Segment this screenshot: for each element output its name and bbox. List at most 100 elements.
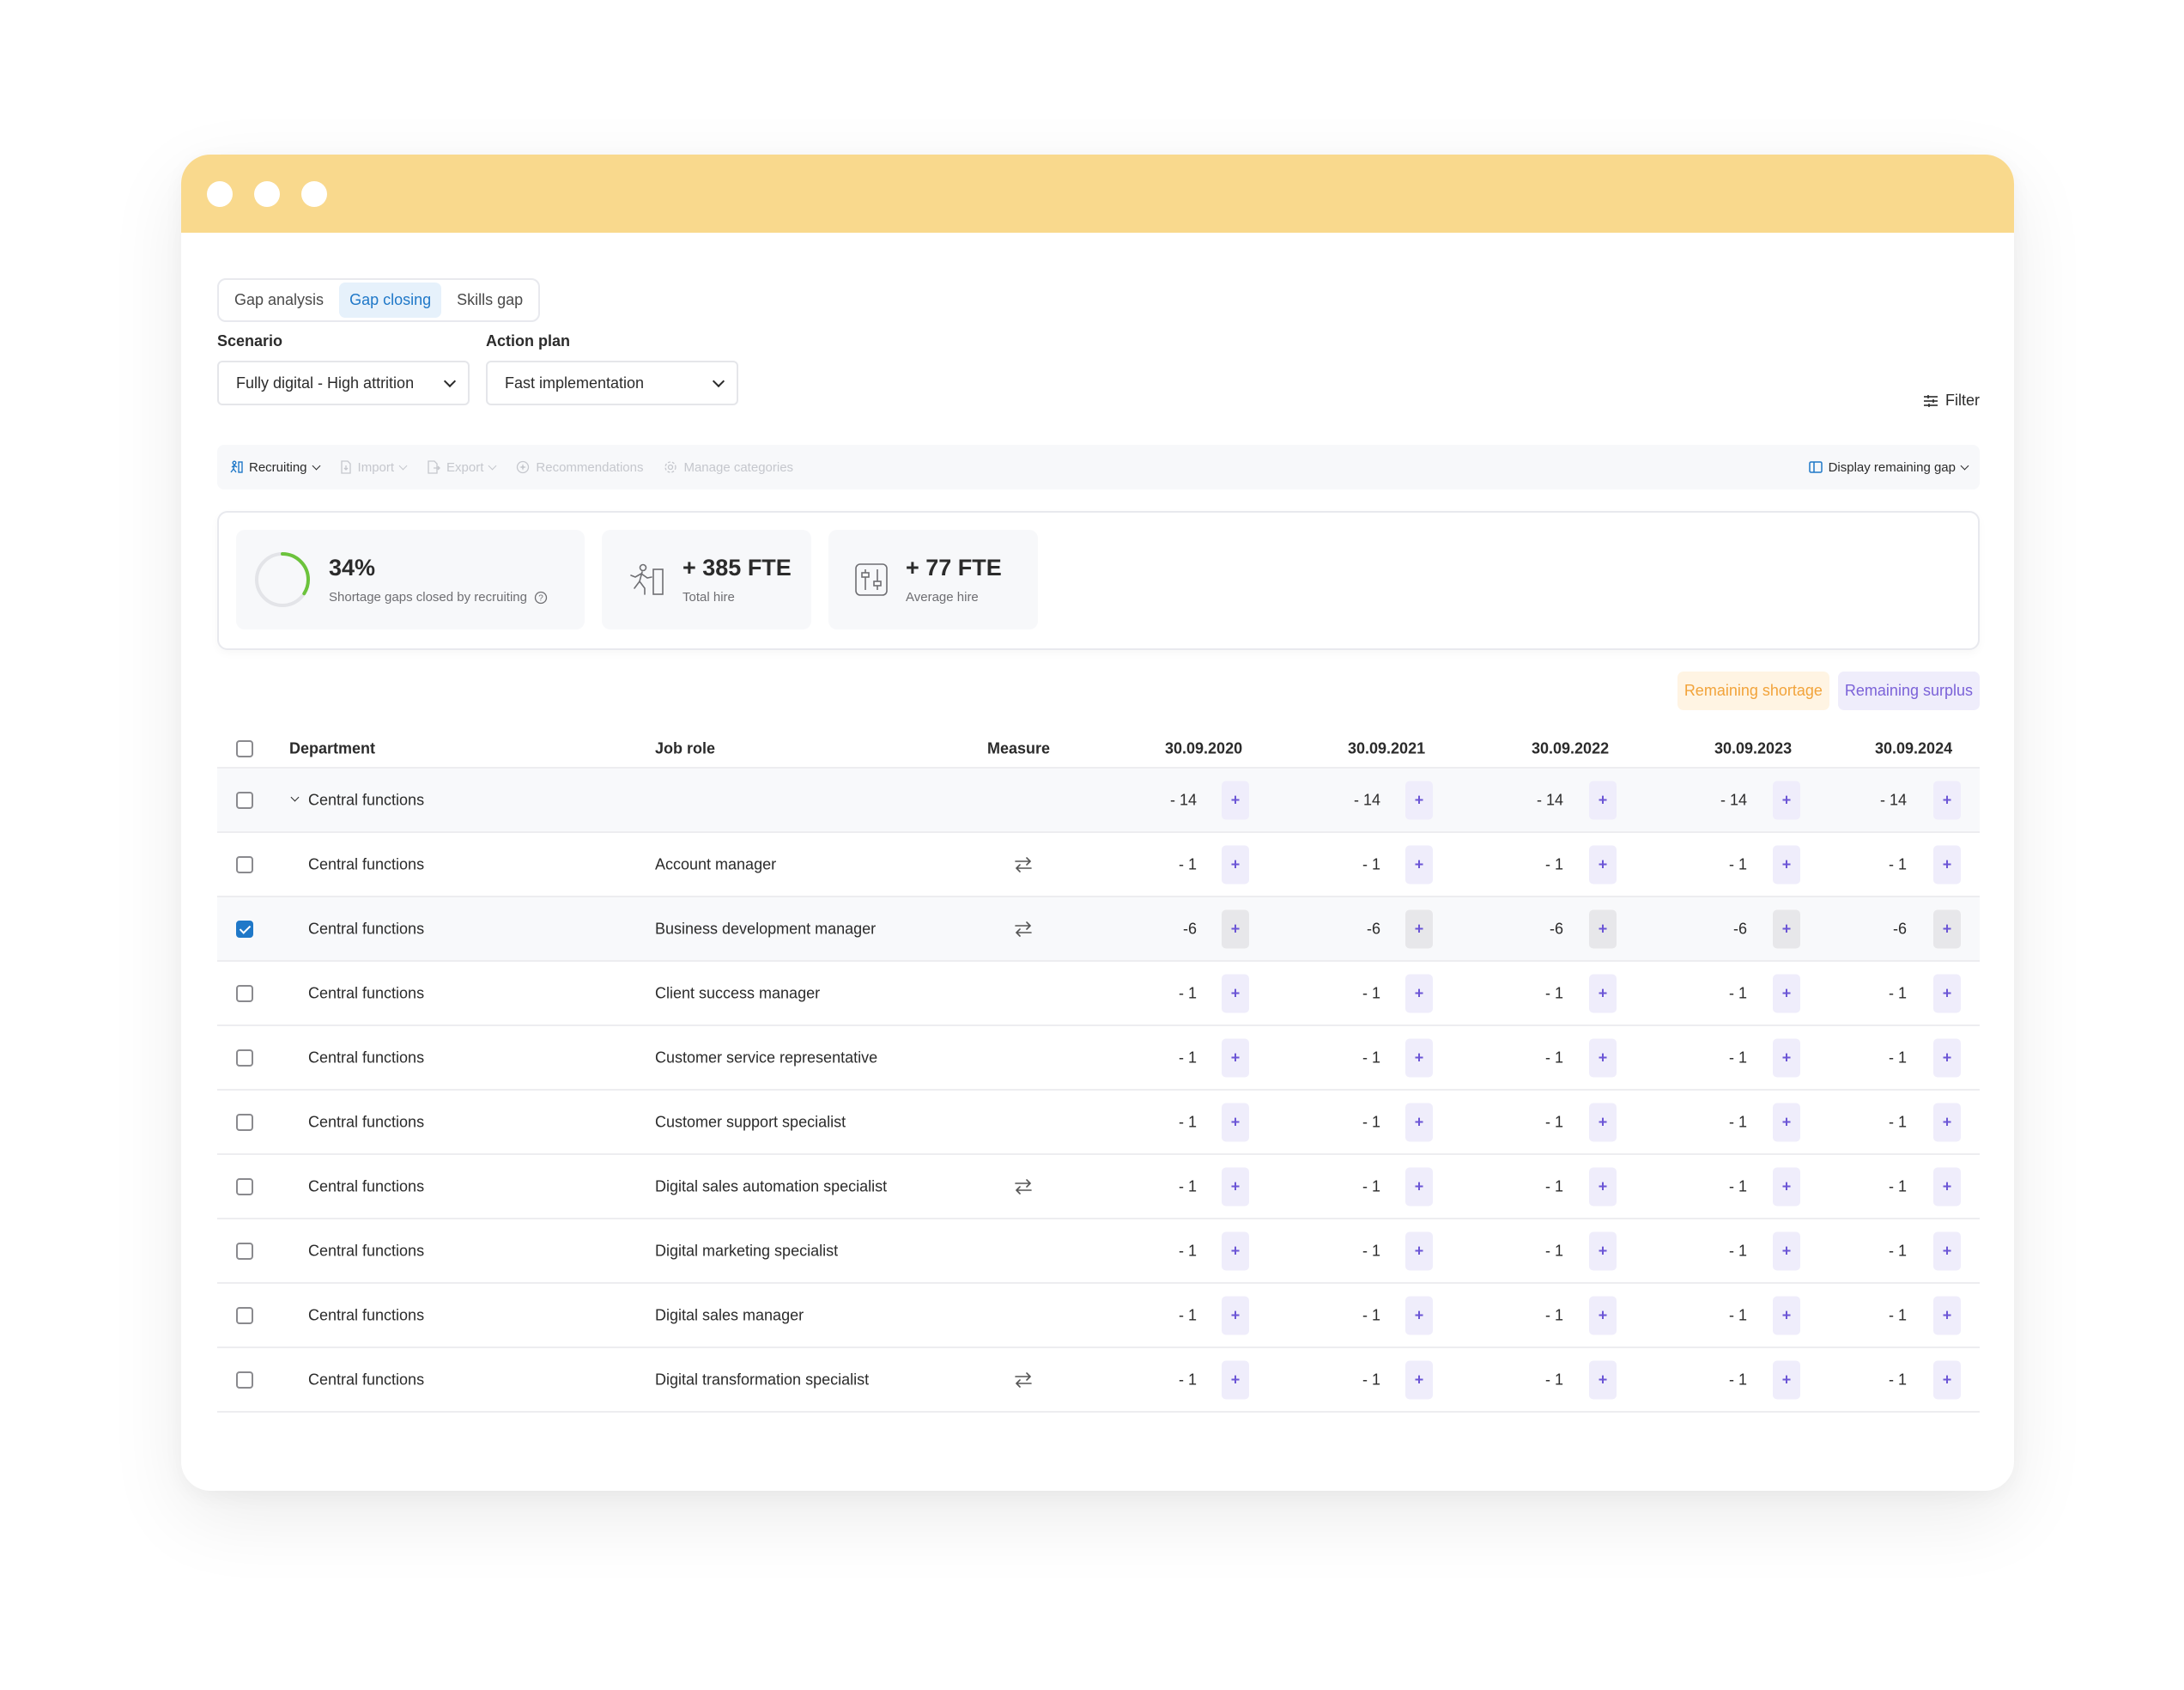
table-row[interactable]: Central functions Business development ma…	[217, 897, 1980, 962]
display-remaining-gap-dropdown[interactable]: Display remaining gap	[1808, 460, 1969, 475]
add-measure-button[interactable]: +	[1222, 1360, 1249, 1399]
table-row[interactable]: Central functions Digital marketing speci…	[217, 1219, 1980, 1284]
add-measure-button[interactable]: +	[1589, 1296, 1617, 1334]
window-minimize-dot[interactable]	[254, 180, 280, 207]
add-measure-button[interactable]: +	[1589, 974, 1617, 1012]
table-row[interactable]: Central functions Digital sales manager - …	[217, 1284, 1980, 1348]
row-checkbox[interactable]	[236, 1049, 253, 1067]
add-measure-button[interactable]: +	[1222, 1103, 1249, 1141]
add-measure-button[interactable]: +	[1933, 781, 1961, 819]
add-measure-button[interactable]: +	[1222, 1296, 1249, 1334]
add-measure-button[interactable]: +	[1933, 1360, 1961, 1399]
table-row[interactable]: Central functions Digital transformation …	[217, 1348, 1980, 1413]
gap-value: - 14	[1720, 791, 1747, 808]
add-measure-button[interactable]: +	[1933, 1103, 1961, 1141]
gap-value: - 1	[1362, 1306, 1380, 1323]
add-measure-button[interactable]: +	[1405, 1103, 1433, 1141]
add-measure-button[interactable]: +	[1933, 1296, 1961, 1334]
table-row[interactable]: Central functions Account manager - 1 + - 1 +…	[217, 833, 1980, 897]
add-measure-button[interactable]: +	[1405, 1167, 1433, 1206]
add-measure-button[interactable]: +	[1589, 845, 1617, 884]
add-measure-button[interactable]: +	[1222, 781, 1249, 819]
row-checkbox[interactable]	[236, 1177, 253, 1195]
filter-button[interactable]: Filter	[1923, 392, 1980, 410]
action-plan-select[interactable]: Fast implementation	[486, 361, 738, 405]
add-measure-button[interactable]: +	[1405, 1360, 1433, 1399]
add-measure-button[interactable]: +	[1773, 1167, 1800, 1206]
tab-gap-closing[interactable]: Gap closing	[339, 283, 442, 318]
add-measure-button[interactable]: +	[1405, 1296, 1433, 1334]
add-measure-button[interactable]: +	[1773, 781, 1800, 819]
recruiting-dropdown[interactable]: Recruiting	[229, 460, 320, 475]
add-measure-button[interactable]: +	[1773, 1231, 1800, 1270]
add-measure-button[interactable]: +	[1589, 1038, 1617, 1077]
add-measure-button[interactable]: +	[1589, 1231, 1617, 1270]
add-measure-button[interactable]: +	[1405, 845, 1433, 884]
select-all-checkbox[interactable]	[236, 739, 253, 757]
row-checkbox[interactable]	[236, 1242, 253, 1260]
row-checkbox[interactable]	[236, 984, 253, 1002]
swap-arrows-icon[interactable]	[1014, 921, 1033, 937]
table-row[interactable]: Central functions Digital sales automatio…	[217, 1155, 1980, 1219]
add-measure-button[interactable]: +	[1933, 1167, 1961, 1206]
add-measure-button[interactable]: +	[1773, 1360, 1800, 1399]
row-checkbox[interactable]	[236, 791, 253, 809]
add-measure-button[interactable]: +	[1589, 1360, 1617, 1399]
help-icon[interactable]: ?	[534, 591, 548, 605]
add-measure-button[interactable]: +	[1405, 974, 1433, 1012]
add-measure-button[interactable]: +	[1222, 974, 1249, 1012]
chevron-down-icon	[1960, 461, 1969, 470]
row-checkbox[interactable]	[236, 855, 253, 873]
add-measure-button[interactable]: +	[1222, 1231, 1249, 1270]
window-close-dot[interactable]	[207, 180, 233, 207]
swap-arrows-icon[interactable]	[1014, 1371, 1033, 1388]
add-measure-button[interactable]: +	[1933, 974, 1961, 1012]
row-checkbox[interactable]	[236, 1306, 253, 1324]
add-measure-button[interactable]: +	[1933, 1038, 1961, 1077]
scenario-select[interactable]: Fully digital - High attrition	[217, 361, 470, 405]
swap-arrows-icon[interactable]	[1014, 1178, 1033, 1195]
row-department: Central functions	[308, 855, 425, 872]
progress-ring	[255, 552, 310, 607]
add-measure-button[interactable]: +	[1589, 1103, 1617, 1141]
add-measure-button[interactable]: +	[1222, 909, 1249, 948]
window-maximize-dot[interactable]	[301, 180, 327, 207]
add-measure-button[interactable]: +	[1589, 1167, 1617, 1206]
export-button[interactable]: Export	[427, 460, 497, 475]
tab-skills-gap[interactable]: Skills gap	[457, 291, 524, 308]
row-checkbox[interactable]	[236, 1371, 253, 1389]
add-measure-button[interactable]: +	[1222, 845, 1249, 884]
add-measure-button[interactable]: +	[1773, 1038, 1800, 1077]
add-measure-button[interactable]: +	[1773, 1296, 1800, 1334]
add-measure-button[interactable]: +	[1773, 974, 1800, 1012]
table-row[interactable]: Central functions Client success manager -…	[217, 962, 1980, 1026]
row-checkbox[interactable]	[236, 1113, 253, 1131]
table-group-row[interactable]: Central functions - 14 + - 14 + - 14 + - 14 + - 1…	[217, 769, 1980, 833]
gap-value: - 1	[1178, 1242, 1197, 1259]
add-measure-button[interactable]: +	[1773, 909, 1800, 948]
add-measure-button[interactable]: +	[1589, 781, 1617, 819]
add-measure-button[interactable]: +	[1933, 845, 1961, 884]
add-measure-button[interactable]: +	[1933, 1231, 1961, 1270]
add-measure-button[interactable]: +	[1222, 1038, 1249, 1077]
table-row[interactable]: Central functions Customer service repres…	[217, 1026, 1980, 1091]
add-measure-button[interactable]: +	[1405, 1231, 1433, 1270]
add-measure-button[interactable]: +	[1405, 1038, 1433, 1077]
add-measure-button[interactable]: +	[1405, 781, 1433, 819]
manage-categories-button[interactable]: Manage categories	[664, 460, 793, 475]
table-row[interactable]: Central functions Customer support specia…	[217, 1091, 1980, 1155]
swap-arrows-icon[interactable]	[1014, 856, 1033, 872]
add-measure-button[interactable]: +	[1405, 909, 1433, 948]
tab-gap-analysis[interactable]: Gap analysis	[234, 291, 325, 308]
add-measure-button[interactable]: +	[1589, 909, 1617, 948]
chevron-down-icon[interactable]	[290, 793, 300, 802]
add-measure-button[interactable]: +	[1773, 1103, 1800, 1141]
recommendations-button[interactable]: Recommendations	[516, 460, 643, 475]
add-measure-button[interactable]: +	[1222, 1167, 1249, 1206]
add-measure-button[interactable]: +	[1773, 845, 1800, 884]
row-checkbox[interactable]	[236, 920, 253, 938]
add-measure-button[interactable]: +	[1933, 909, 1961, 948]
import-button[interactable]: Import	[340, 460, 408, 475]
gap-value: -6	[1366, 920, 1380, 937]
gap-value: - 14	[1353, 791, 1380, 808]
